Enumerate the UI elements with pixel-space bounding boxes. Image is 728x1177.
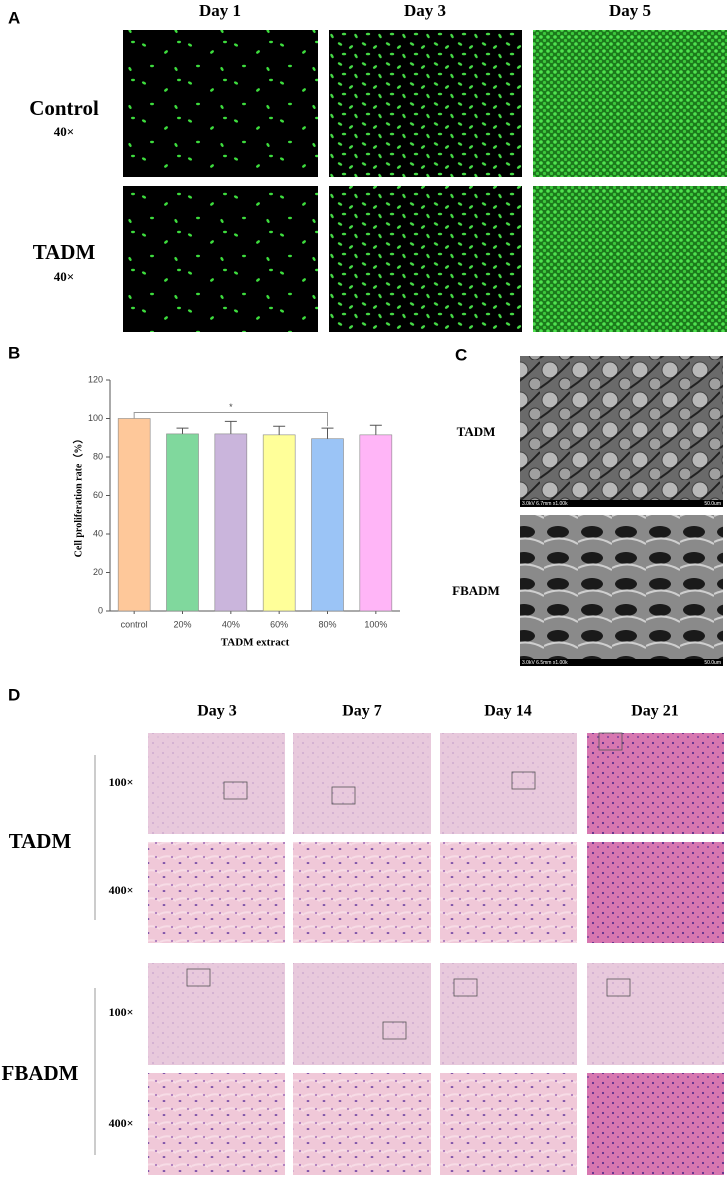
sem-info: 3.0kV 6.5mm x1.00k bbox=[522, 660, 568, 666]
image-label: FBADM bbox=[452, 583, 500, 598]
zoom-box bbox=[453, 978, 478, 997]
significance-bracket bbox=[133, 412, 328, 427]
error-bar bbox=[369, 424, 382, 435]
column-header: Day 3 bbox=[404, 1, 446, 20]
image bbox=[440, 842, 577, 943]
image bbox=[440, 1073, 577, 1175]
zoom-box bbox=[598, 732, 623, 751]
x-axis-label: TADM extract bbox=[221, 637, 290, 649]
column-header: Day 3 bbox=[197, 703, 237, 720]
image bbox=[293, 963, 431, 1065]
y-tick-label: 120 bbox=[88, 374, 103, 384]
image bbox=[440, 733, 577, 834]
magnification: 400× bbox=[109, 883, 134, 897]
image-label: TADM bbox=[457, 424, 496, 439]
error-bar bbox=[273, 425, 286, 435]
panel-label: A bbox=[8, 8, 20, 27]
y-tick-label: 0 bbox=[98, 605, 103, 615]
image bbox=[329, 186, 522, 332]
x-tick-label: 20% bbox=[173, 619, 191, 629]
zoom-box bbox=[331, 786, 356, 805]
image bbox=[123, 186, 318, 332]
image bbox=[123, 30, 318, 177]
column-header: Day 14 bbox=[484, 703, 532, 720]
image bbox=[148, 842, 285, 943]
image bbox=[293, 733, 431, 834]
magnification: 100× bbox=[109, 1005, 134, 1019]
image bbox=[148, 733, 285, 834]
column-header: Day 7 bbox=[342, 703, 382, 720]
image bbox=[293, 1073, 431, 1175]
panel-label: D bbox=[8, 685, 20, 704]
bar bbox=[214, 433, 248, 612]
y-tick-label: 80 bbox=[93, 451, 103, 461]
x-tick-label: control bbox=[121, 619, 148, 629]
sem-image bbox=[520, 515, 723, 666]
magnification: 40× bbox=[54, 269, 74, 284]
image bbox=[293, 842, 431, 943]
zoom-box bbox=[511, 771, 536, 790]
bar-chart: 0 20 40 60 80 100 120 Cell proliferation rate（%… bbox=[71, 374, 400, 649]
error-bar bbox=[224, 420, 237, 434]
group-label: TADM bbox=[9, 829, 72, 853]
image bbox=[148, 1073, 285, 1175]
image bbox=[587, 842, 724, 943]
panel-label: C bbox=[455, 345, 467, 364]
group-label: FBADM bbox=[2, 1061, 79, 1085]
x-tick-label: 40% bbox=[222, 619, 240, 629]
bar bbox=[262, 434, 296, 612]
row-label: Control bbox=[29, 96, 99, 120]
fluorescence-images bbox=[123, 30, 727, 332]
row-label: TADM bbox=[33, 240, 96, 264]
zoom-box bbox=[186, 968, 211, 987]
histology-images bbox=[148, 732, 724, 1175]
zoom-box bbox=[382, 1021, 407, 1040]
image bbox=[329, 30, 522, 177]
y-tick-label: 40 bbox=[93, 528, 103, 538]
magnification: 100× bbox=[109, 775, 134, 789]
image bbox=[440, 963, 577, 1065]
sem-scale: 50.0um bbox=[704, 660, 721, 666]
image bbox=[587, 963, 724, 1065]
panel-label: B bbox=[8, 343, 20, 362]
sem-info-bar bbox=[520, 500, 723, 507]
magnification: 40× bbox=[54, 124, 74, 139]
bar bbox=[359, 434, 393, 612]
magnification: 400× bbox=[109, 1116, 134, 1130]
image bbox=[587, 733, 724, 834]
x-tick-label: 80% bbox=[318, 619, 336, 629]
error-bar bbox=[321, 427, 334, 439]
x-tick-label: 100% bbox=[364, 619, 387, 629]
column-header: Day 21 bbox=[631, 703, 679, 720]
sem-info: 3.0kV 6.7mm x1.00k bbox=[522, 501, 568, 507]
bar bbox=[166, 433, 199, 612]
image bbox=[587, 1073, 724, 1175]
image bbox=[533, 30, 727, 177]
y-axis-label: Cell proliferation rate（%） bbox=[71, 434, 84, 558]
bar bbox=[117, 418, 151, 612]
column-header: Day 5 bbox=[609, 1, 651, 20]
zoom-box bbox=[223, 781, 248, 800]
y-tick-label: 100 bbox=[88, 413, 103, 423]
sem-scale: 50.0um bbox=[704, 501, 721, 507]
y-tick-label: 20 bbox=[93, 567, 103, 577]
image bbox=[148, 963, 285, 1065]
sem-info-bar bbox=[520, 659, 723, 666]
image bbox=[533, 186, 727, 332]
error-bar bbox=[176, 427, 189, 434]
zoom-box bbox=[606, 978, 631, 997]
y-tick-label: 60 bbox=[93, 490, 103, 500]
x-tick-label: 60% bbox=[270, 619, 288, 629]
column-header: Day 1 bbox=[199, 1, 241, 20]
sem-image bbox=[520, 356, 723, 507]
bar bbox=[311, 438, 344, 612]
significance-mark: * bbox=[229, 402, 233, 412]
